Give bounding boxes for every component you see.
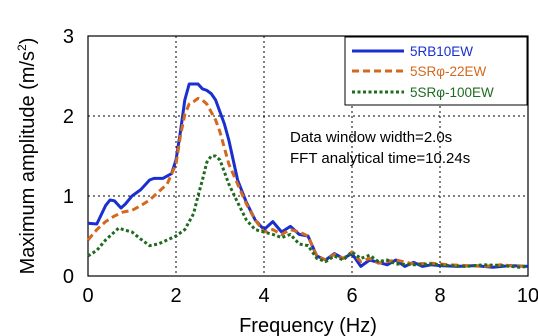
x-tick-label-2: 2 (170, 285, 181, 307)
x-tick-label-0: 0 (82, 285, 93, 307)
y-tick-label-3: 3 (63, 26, 74, 48)
legend-label-5srphi-22ew: 5SRφ-22EW (410, 64, 487, 79)
y-axis-title-superscript: 2 (15, 44, 29, 51)
series-line-1 (86, 96, 529, 268)
legend-label-5rb10ew: 5RB10EW (410, 44, 473, 59)
y-tick-label-2: 2 (63, 106, 74, 128)
x-tick-label-10: 10 (517, 285, 538, 307)
legend-label-5srphi-100ew: 5SRφ-100EW (410, 85, 494, 100)
y-tick-labels: 0 1 2 3 (63, 26, 74, 288)
series-line-2 (87, 154, 529, 269)
y-axis-title-close: ) (17, 38, 39, 45)
annotation-window-width: Data window width=2.0s (290, 129, 452, 146)
annotation-fft-time: FFT analytical time=10.24s (290, 150, 470, 167)
x-tick-label-8: 8 (434, 285, 445, 307)
x-tick-label-6: 6 (346, 285, 357, 307)
legend: 5RB10EW 5SRφ-22EW 5SRφ-100EW (344, 36, 528, 106)
y-tick-label-1: 1 (63, 186, 74, 208)
x-tick-labels: 0 2 4 6 8 10 (82, 285, 538, 307)
x-tick-label-4: 4 (258, 285, 269, 307)
y-tick-label-0: 0 (63, 266, 74, 288)
y-axis-title: Maximum amplitude (m/s2) (15, 38, 39, 275)
y-axis-title-main: Maximum amplitude (m/s (17, 51, 39, 274)
series-lines (86, 82, 529, 269)
x-axis-title: Frequency (Hz) (239, 315, 377, 336)
